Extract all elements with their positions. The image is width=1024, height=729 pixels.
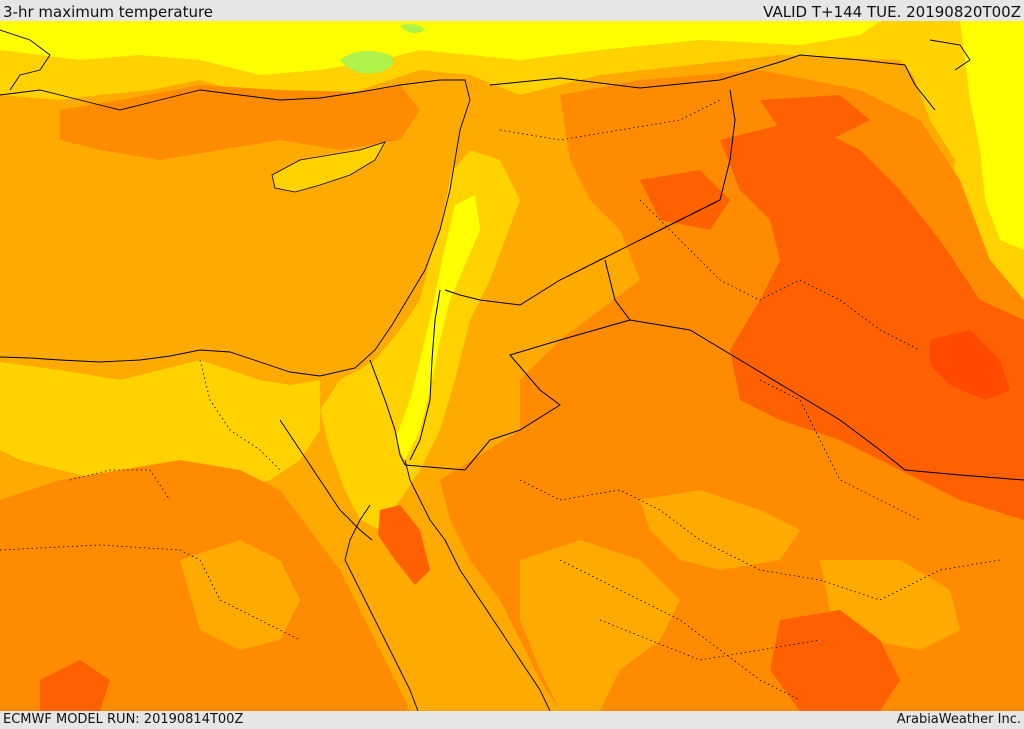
zone-green-patch (340, 24, 425, 74)
map-title: 3-hr maximum temperature (3, 3, 214, 21)
zone-dark-orange-iraq (720, 120, 1024, 520)
model-run-label: ECMWF MODEL RUN: 20190814T00Z (3, 712, 244, 727)
map-footer: ECMWF MODEL RUN: 20190814T00Z ArabiaWeat… (0, 711, 1024, 729)
country-borders (369, 54, 1024, 481)
zone-amber-saudi-central (640, 490, 800, 570)
zone-dark-orange-sudan (40, 660, 110, 711)
zone-amber-saudi-west (520, 540, 680, 711)
zone-yellow-bright-levant (395, 195, 480, 460)
zone-orange-aegean (60, 85, 420, 160)
coastlines (0, 29, 971, 711)
zone-dark-orange-north-syria (640, 95, 870, 230)
map-header: 3-hr maximum temperature VALID T+144 TUE… (0, 0, 1024, 21)
zone-dark-orange-saudi (770, 610, 900, 711)
zone-bright-yellow-northeast (960, 21, 1024, 250)
internal-boundaries (0, 99, 1001, 701)
cyprus-island (271, 141, 386, 193)
zone-dark-orange-gulf-aqaba (378, 505, 430, 585)
zone-bright-yellow-north (0, 21, 880, 75)
zone-amber-egypt (180, 540, 300, 650)
zone-red-orange-basra (930, 330, 1010, 400)
temperature-map (0, 21, 1024, 711)
valid-time: VALID T+144 TUE. 20190820T00Z (763, 3, 1021, 21)
zone-yellow-egypt-coast (0, 360, 320, 500)
credit-label: ArabiaWeather Inc. (896, 712, 1021, 727)
map-canvas (0, 21, 1024, 711)
